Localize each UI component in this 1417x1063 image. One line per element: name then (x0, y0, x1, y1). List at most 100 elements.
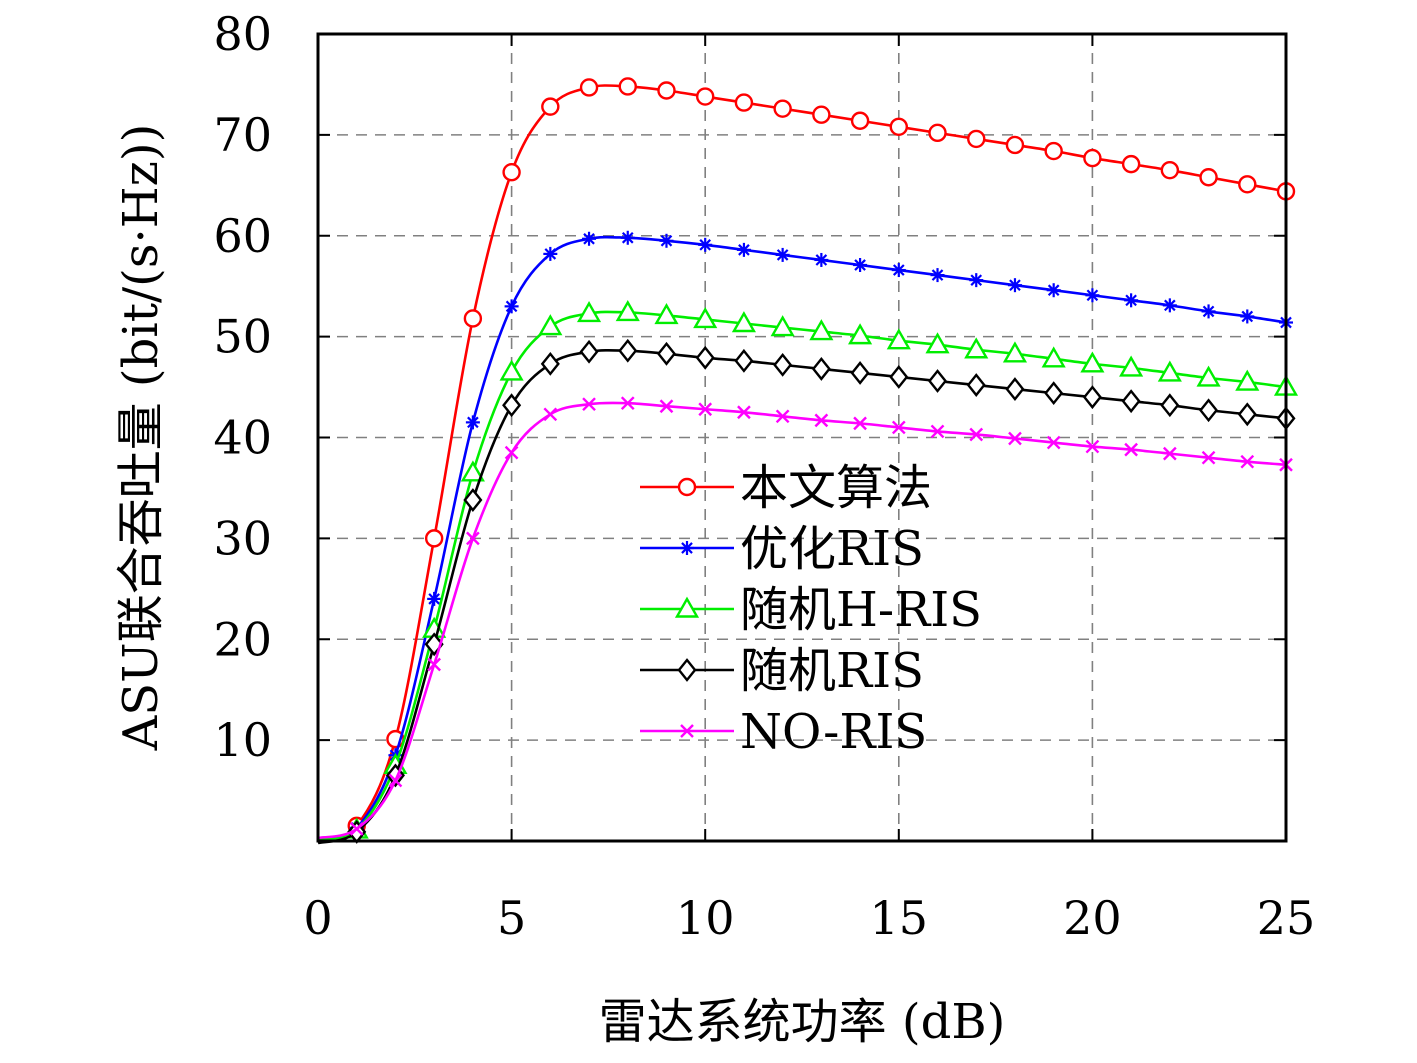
data-point-s0-x6 (541, 97, 560, 116)
x-tick-label-10: 10 (676, 891, 735, 945)
data-point-s4-x8 (620, 396, 635, 411)
data-point-s0-x20 (1083, 148, 1102, 168)
data-point-s0-x8 (618, 77, 637, 96)
data-point-s4-x6 (543, 407, 558, 422)
data-point-s0-x24 (1238, 175, 1257, 194)
data-point-s0-x5 (502, 162, 521, 182)
data-point-s4-x19 (1046, 435, 1061, 450)
y-tick-label-30: 30 (213, 511, 272, 565)
data-point-s4-x15 (891, 420, 906, 435)
data-point-s1-x23 (1201, 304, 1216, 319)
data-point-s3-x17 (966, 373, 986, 397)
data-point-s4-x17 (969, 427, 984, 442)
series-layer (317, 77, 1299, 845)
data-point-s4-x16 (930, 424, 945, 439)
data-point-s2-x13 (809, 319, 834, 341)
data-point-s1-x7 (582, 231, 597, 246)
legend-label-1: 优化RIS (740, 521, 924, 577)
data-point-s1-x18 (1007, 278, 1022, 293)
data-point-s0-x10 (696, 87, 715, 106)
data-point-s0-x3 (424, 529, 444, 548)
series-1 (317, 230, 1293, 840)
data-point-s4-x9 (659, 399, 674, 414)
data-point-s1-x15 (891, 263, 906, 278)
data-point-s3-x11 (734, 348, 754, 373)
data-point-s4-x7 (582, 397, 596, 412)
x-tick-label-15: 15 (870, 891, 929, 945)
data-point-s0-x18 (1005, 135, 1025, 155)
legend-marker-2 (674, 596, 700, 618)
data-point-s4-x1 (349, 822, 364, 836)
legend-entry-3: 随机RIS (640, 643, 924, 699)
series-2 (317, 299, 1299, 842)
x-tick-label-0: 0 (303, 891, 332, 945)
data-point-s0-x19 (1044, 141, 1063, 161)
data-point-s2-x6 (538, 314, 563, 336)
legend-entry-2: 随机H-RIS (640, 582, 982, 638)
data-point-s3-x10 (695, 345, 715, 370)
data-point-s4-x3 (427, 657, 442, 672)
data-point-s1-x3 (427, 591, 442, 606)
data-point-s4-x13 (814, 413, 829, 428)
data-point-s3-x9 (656, 341, 677, 366)
data-point-s1-x11 (736, 242, 751, 257)
data-point-s4-x11 (737, 405, 751, 420)
data-point-s1-x20 (1085, 288, 1100, 303)
data-point-s1-x6 (543, 246, 558, 261)
data-point-s2-x20 (1080, 351, 1105, 373)
data-point-s3-x20 (1082, 385, 1102, 410)
data-point-s2-x18 (1002, 341, 1028, 363)
data-point-s3-x13 (811, 356, 831, 381)
data-point-s4-x5 (504, 445, 519, 460)
data-point-s3-x15 (889, 365, 909, 389)
legend-marker-4 (680, 724, 694, 738)
data-point-s1-x8 (620, 230, 635, 245)
data-point-s0-x15 (889, 117, 908, 137)
data-point-s2-x24 (1235, 369, 1260, 391)
x-tick-label-20: 20 (1063, 891, 1122, 945)
data-point-s3-x24 (1237, 402, 1257, 427)
y-axis-title: ASU联合吞吐量 (bit/(s·Hz)) (113, 124, 169, 752)
data-point-s2-x12 (770, 315, 795, 337)
data-point-s4-x12 (775, 409, 790, 424)
y-tick-label-20: 20 (213, 612, 272, 666)
data-point-s0-x9 (657, 81, 676, 100)
y-tick-label-50: 50 (213, 310, 272, 364)
legend-label-0: 本文算法 (740, 460, 932, 516)
data-point-s1-x21 (1124, 293, 1139, 308)
data-point-s1-x10 (698, 237, 713, 252)
data-point-s0-x4 (463, 309, 483, 328)
data-point-s3-x19 (1044, 381, 1064, 406)
grid-lines (318, 34, 1286, 841)
data-point-s2-x9 (654, 303, 679, 325)
data-point-s1-x17 (969, 273, 984, 288)
data-point-s0-x23 (1199, 168, 1218, 187)
axis-ticks: 0 5 10 15 20 25 10 20 30 40 50 60 70 80 (213, 7, 1315, 945)
data-point-s1-x16 (930, 268, 945, 283)
data-point-s2-x23 (1196, 365, 1221, 387)
data-point-s2-x11 (731, 311, 756, 333)
data-point-s4-x18 (1008, 431, 1022, 446)
data-point-s0-x13 (812, 105, 831, 124)
data-point-s3-x16 (927, 369, 948, 393)
data-point-s2-x10 (693, 307, 718, 329)
data-point-s3-x4 (463, 488, 483, 512)
data-point-s2-x16 (925, 332, 950, 354)
x-tick-label-5: 5 (497, 891, 526, 945)
data-point-s1-x14 (853, 258, 868, 273)
data-point-s1-x5 (504, 299, 519, 314)
y-tick-label-10: 10 (213, 713, 272, 767)
data-point-s1-x9 (659, 233, 674, 248)
data-point-s1-x13 (814, 252, 829, 267)
data-point-s2-x22 (1157, 360, 1182, 382)
legend-entry-0: 本文算法 (640, 460, 932, 516)
data-point-s2-x19 (1041, 346, 1066, 368)
legend-marker-3 (677, 658, 697, 682)
series-line-1 (317, 235, 1287, 840)
data-point-s4-x2 (388, 773, 403, 788)
x-axis-title: 雷达系统功率 (dB) (599, 994, 1006, 1050)
data-point-s3-x23 (1199, 398, 1219, 423)
data-point-s3-x7 (579, 339, 599, 364)
data-point-s1-x19 (1046, 283, 1061, 298)
data-point-s2-x4 (460, 460, 485, 482)
